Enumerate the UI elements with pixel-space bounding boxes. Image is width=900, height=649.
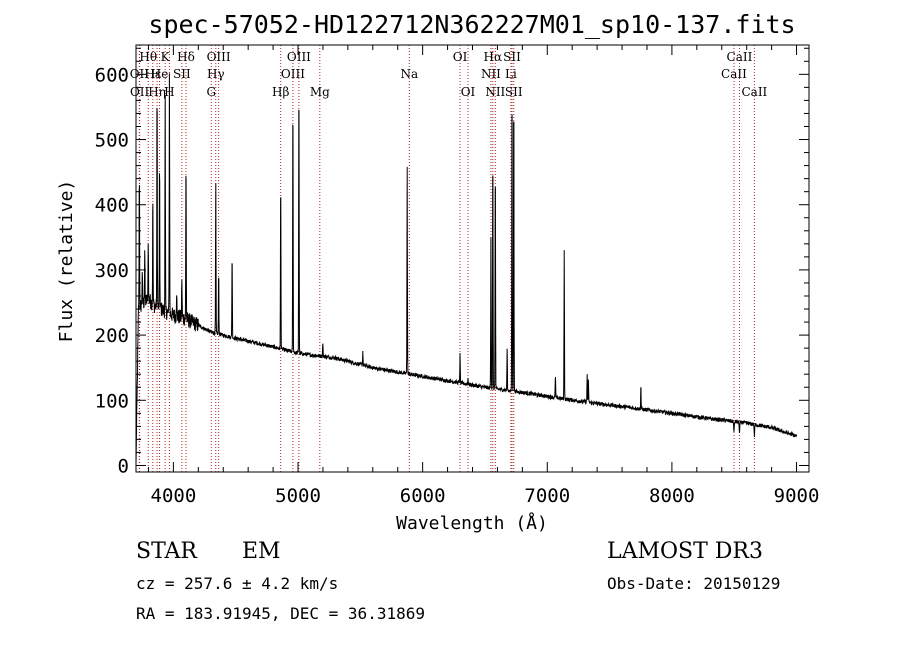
redshift-info: cz = 257.6 ± 4.2 km/s [136, 574, 338, 593]
line-label: OI [453, 50, 468, 64]
x-axis-label: Wavelength (Å) [396, 512, 548, 534]
line-label: Hβ [272, 85, 289, 99]
spectrum-line [135, 73, 797, 464]
plot-frame [135, 44, 810, 473]
chart-title: spec-57052-HD122712N362227M01_sp10-137.f… [148, 10, 795, 39]
line-label: CaII [741, 85, 767, 99]
line-label: Hα [484, 50, 503, 64]
line-label: OI [461, 85, 476, 99]
line-label: Hθ [139, 50, 157, 64]
y-tick-label: 400 [95, 195, 129, 217]
line-markers [138, 45, 755, 472]
y-axis-ticks: 0 100 200 300 400 500 600 [95, 47, 809, 477]
y-tick-label: 100 [95, 390, 129, 412]
line-label: Hη [148, 85, 166, 99]
x-tick-label: 9000 [774, 485, 820, 507]
x-tick-label: 8000 [649, 485, 695, 507]
y-axis-label: Flux (relative) [56, 180, 77, 343]
y-tick-label: 500 [95, 130, 129, 152]
x-tick-label: 4000 [151, 485, 197, 507]
obs-date: Obs-Date: 20150129 [607, 574, 780, 593]
y-tick-label: 200 [95, 325, 129, 347]
line-label: OIII [207, 50, 231, 64]
line-label: Hγ [207, 67, 225, 81]
x-tick-label: 6000 [400, 485, 446, 507]
line-label: SII [173, 67, 191, 81]
coordinates: RA = 183.91945, DEC = 36.31869 [136, 604, 425, 623]
x-tick-label: 7000 [524, 485, 570, 507]
object-class: STAR [136, 539, 198, 564]
line-label: NII [481, 67, 501, 81]
line-label: Hδ [177, 50, 195, 64]
x-axis-ticks: 4000 5000 6000 7000 8000 9000 [147, 45, 820, 507]
line-label: OIII [287, 50, 311, 64]
line-label: CaII [727, 50, 753, 64]
line-label: CaII [721, 67, 747, 81]
line-label: SII [505, 85, 523, 99]
line-label: NII [485, 85, 505, 99]
y-tick-label: 300 [95, 260, 129, 282]
object-subclass: EM [242, 539, 281, 564]
line-label: He [151, 67, 169, 81]
y-tick-label: 600 [95, 64, 129, 86]
line-label: G [206, 85, 216, 99]
line-label: OIII [281, 67, 305, 81]
line-label: Mg [310, 85, 330, 99]
line-label: Hε [144, 67, 161, 81]
line-label: Na [400, 67, 418, 81]
y-tick-label: 0 [118, 455, 129, 477]
line-label: Li [505, 67, 517, 81]
line-label: SII [503, 50, 521, 64]
x-tick-label: 5000 [275, 485, 321, 507]
line-label: K [161, 50, 171, 64]
line-label: OII [130, 85, 150, 99]
survey-name: LAMOST DR3 [607, 539, 763, 564]
